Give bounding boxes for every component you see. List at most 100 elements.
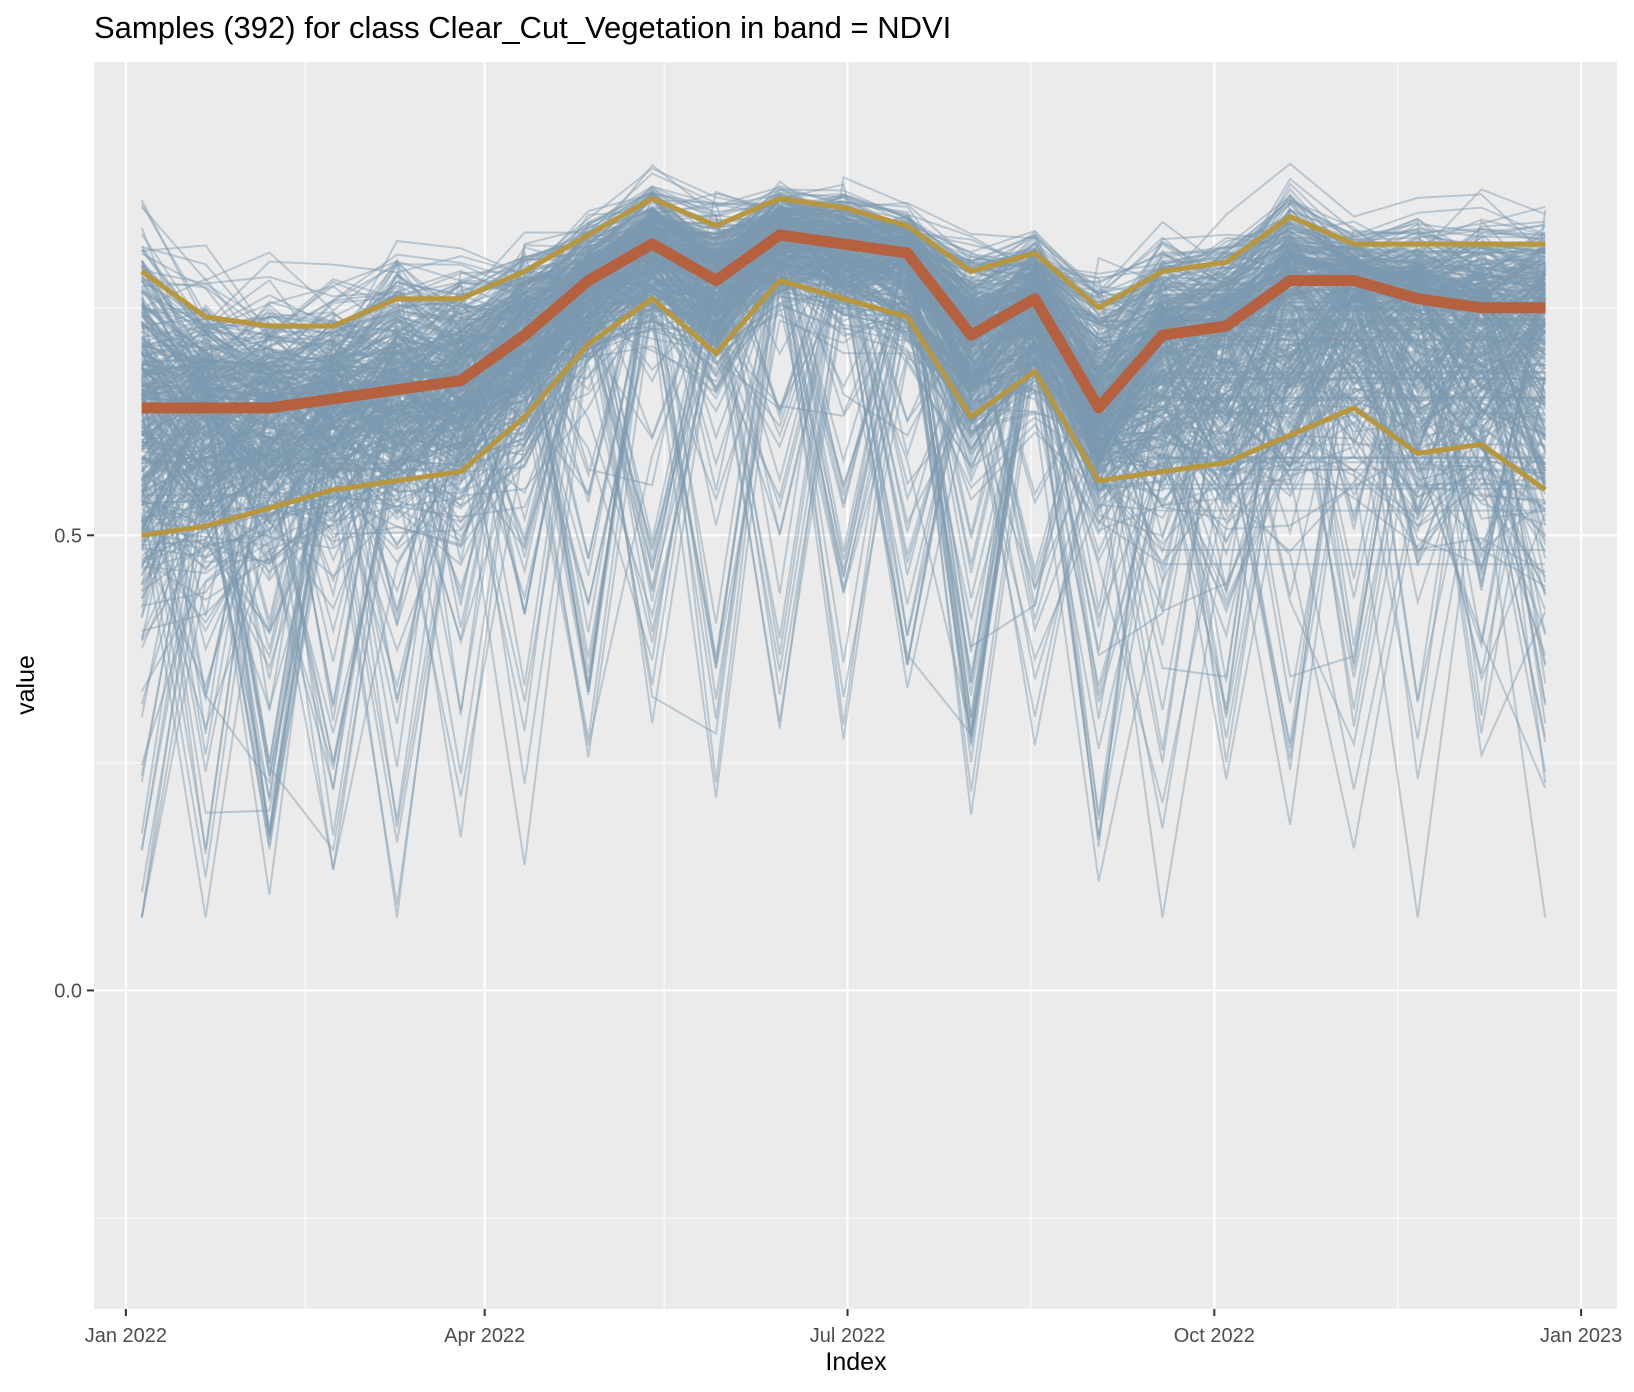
- sample-line: [141, 216, 1546, 834]
- sample-line: [141, 246, 1546, 528]
- sample-line: [141, 180, 1546, 680]
- sample-line: [141, 230, 1547, 749]
- sample-line: [141, 225, 1546, 684]
- x-tick-label: Apr 2022: [444, 1325, 525, 1347]
- y-tick-label: 0.5: [54, 525, 82, 547]
- sample-line: [140, 261, 1546, 531]
- sample-line: [140, 221, 1547, 724]
- sample-line: [141, 258, 1546, 535]
- sample-line: [141, 217, 1546, 640]
- sample-line: [141, 214, 1546, 840]
- sample-line: [141, 280, 1546, 758]
- sample-line: [141, 236, 1546, 453]
- sample-line: [141, 212, 1547, 571]
- sample-line: [141, 204, 1546, 562]
- sample-line: [141, 236, 1547, 784]
- sample-line: [141, 231, 1546, 438]
- sample-line: [141, 253, 1547, 777]
- sample-line: [140, 220, 1546, 549]
- sample-line: [141, 209, 1546, 390]
- summary-lines: [140, 196, 1547, 538]
- sample-line: [141, 253, 1546, 547]
- sample-line: [140, 225, 1546, 484]
- sample-line: [141, 259, 1547, 696]
- sample-line: [141, 211, 1547, 615]
- sample-line: [141, 198, 1546, 395]
- axes: Jan 2022 Apr 2022 Jul 2022 Oct 2022 Jan 2023…: [54, 525, 1622, 1347]
- sample-line: [140, 258, 1547, 918]
- sample-line: [141, 193, 1546, 496]
- sample-line: [141, 213, 1546, 449]
- sample-line: [141, 208, 1547, 716]
- sample-line: [141, 242, 1547, 734]
- sample-line: [141, 206, 1546, 579]
- sample-line: [140, 186, 1546, 378]
- sample-line: [141, 258, 1546, 764]
- sample-line: [141, 261, 1547, 611]
- sample-line: [140, 238, 1547, 705]
- sample-line: [140, 240, 1547, 703]
- sample-line: [141, 227, 1546, 801]
- sample-line: [141, 206, 1547, 705]
- sample-line: [141, 226, 1546, 710]
- sample-line: [141, 241, 1546, 828]
- sample-line: [141, 256, 1547, 596]
- sample-line: [141, 268, 1547, 575]
- sample-line: [140, 243, 1546, 578]
- sample-line: [140, 278, 1546, 797]
- sample-line: [141, 227, 1546, 482]
- sample-line: [141, 204, 1547, 628]
- sample-line: [141, 261, 1546, 492]
- q25-line: [141, 278, 1547, 538]
- sample-line: [140, 254, 1546, 633]
- sample-line: [141, 225, 1547, 680]
- sample-line: [141, 249, 1546, 605]
- sample-line: [141, 276, 1547, 636]
- sample-line: [141, 210, 1546, 768]
- sample-line: [141, 163, 1546, 594]
- sample-line: [141, 205, 1546, 714]
- sample-line: [141, 218, 1547, 439]
- sample-line: [141, 217, 1546, 450]
- sample-line: [140, 272, 1546, 717]
- sample-line: [141, 172, 1546, 542]
- sample-line: [141, 243, 1547, 520]
- sample-line: [141, 209, 1546, 425]
- sample-line: [140, 284, 1546, 600]
- sample-line: [140, 191, 1546, 656]
- sample-line: [141, 216, 1546, 398]
- sample-line: [141, 252, 1546, 464]
- sample-line: [141, 231, 1546, 760]
- sample-line: [140, 198, 1546, 718]
- sample-line: [141, 205, 1546, 646]
- x-tick-label: Oct 2022: [1174, 1325, 1255, 1347]
- sample-line: [141, 245, 1546, 489]
- sample-line: [141, 200, 1546, 615]
- sample-line: [141, 209, 1546, 389]
- sample-line: [140, 216, 1546, 401]
- plot-panel: [94, 62, 1617, 1309]
- sample-line: [141, 275, 1547, 746]
- sample-line: [140, 284, 1547, 849]
- sample-line: [140, 225, 1546, 673]
- sample-line: [141, 239, 1546, 465]
- x-tick-label: Jan 2023: [1540, 1325, 1622, 1347]
- sample-line: [140, 206, 1546, 641]
- sample-line: [141, 229, 1546, 505]
- sample-line: [141, 245, 1547, 479]
- sample-line: [141, 242, 1547, 702]
- sample-line: [141, 249, 1546, 554]
- sample-line: [141, 242, 1546, 495]
- sample-line: [140, 235, 1546, 834]
- sample-line: [141, 277, 1546, 517]
- sample-line: [141, 223, 1547, 684]
- sample-line: [140, 216, 1546, 454]
- sample-line: [141, 206, 1546, 361]
- x-axis-title: Index: [825, 1348, 887, 1376]
- sample-line: [140, 185, 1546, 617]
- sample-line: [141, 230, 1547, 843]
- sample-line: [140, 235, 1546, 479]
- sample-line: [140, 257, 1546, 918]
- sample-line: [141, 236, 1546, 472]
